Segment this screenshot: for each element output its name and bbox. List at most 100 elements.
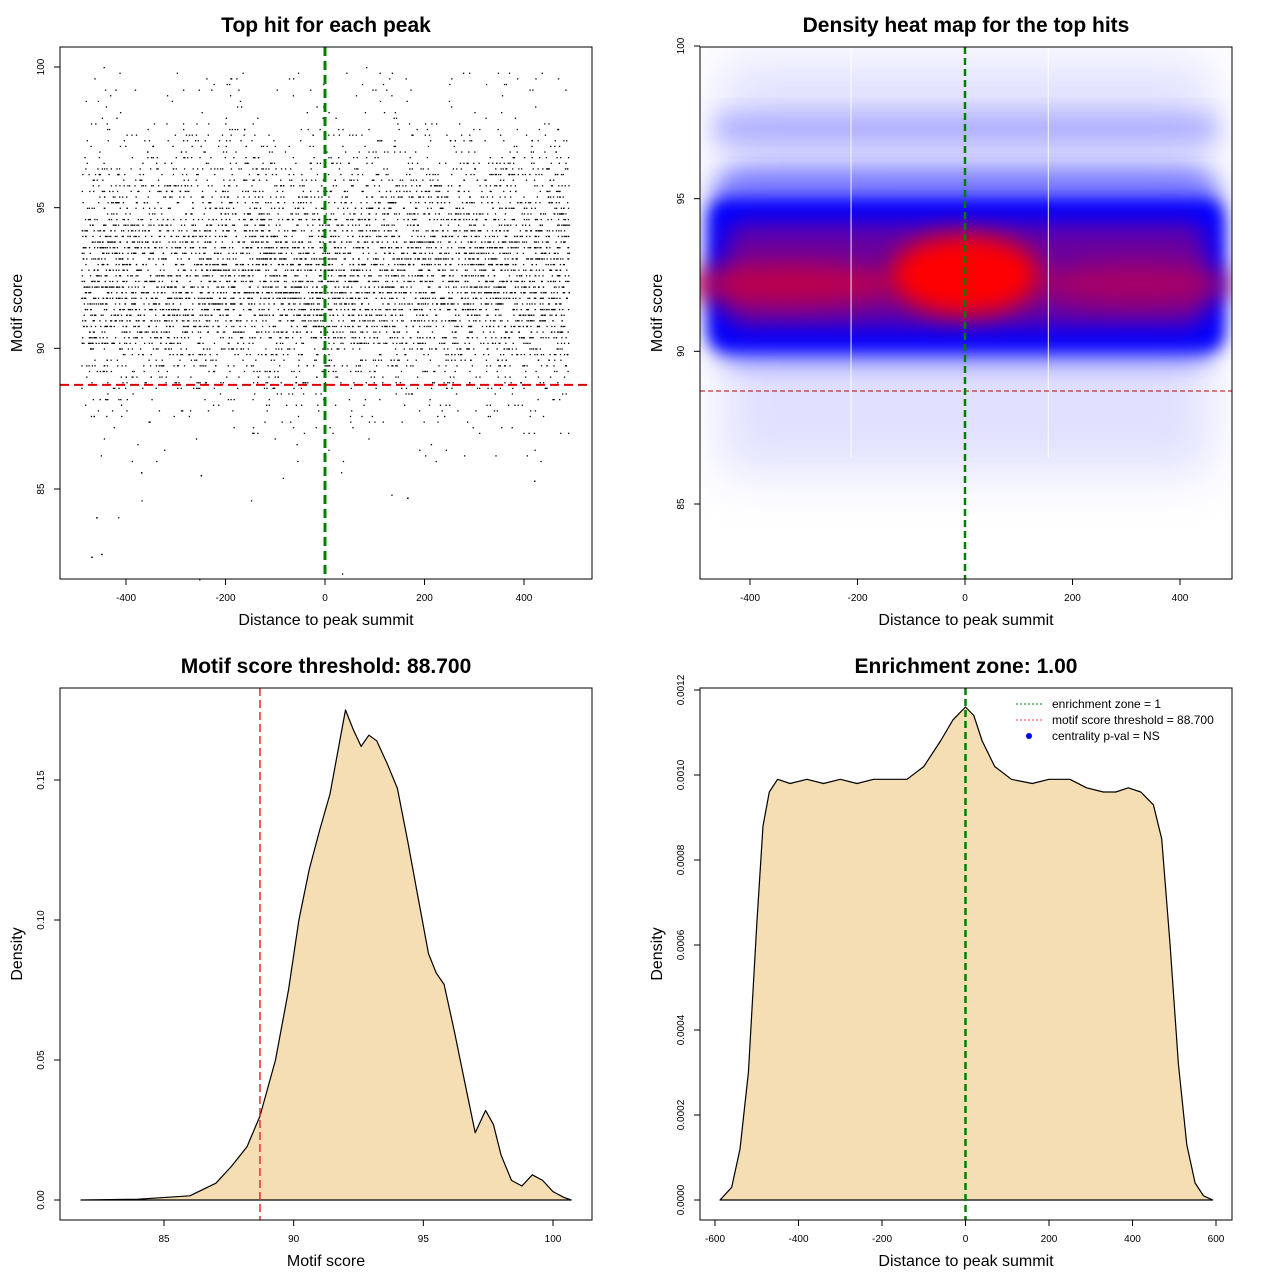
- scatter-point: [522, 325, 525, 328]
- scatter-point: [404, 263, 406, 266]
- scatter-point: [544, 292, 546, 294]
- scatter-point: [246, 224, 248, 226]
- scatter-point: [440, 297, 443, 299]
- scatter-point: [330, 235, 332, 238]
- scatter-point: [371, 207, 374, 209]
- scatter-point: [440, 247, 443, 249]
- scatter-point: [88, 342, 91, 345]
- scatter-point: [313, 303, 315, 305]
- scatter-point: [383, 320, 385, 322]
- scatter-point: [298, 196, 300, 198]
- scatter-point: [492, 325, 495, 328]
- scatter-point: [172, 303, 175, 305]
- scatter-point: [243, 179, 245, 181]
- scatter-point: [217, 258, 219, 260]
- scatter-point: [555, 353, 557, 356]
- scatter-point: [184, 241, 187, 243]
- scatter-point: [103, 348, 106, 350]
- scatter-point: [242, 72, 244, 74]
- scatter-point: [498, 365, 500, 367]
- scatter-point: [376, 241, 378, 243]
- scatter-point: [298, 247, 300, 249]
- scatter-point: [430, 292, 433, 294]
- scatter-point: [318, 308, 320, 311]
- scatter-point: [487, 241, 489, 243]
- scatter-point: [309, 241, 312, 243]
- scatter-point: [298, 241, 301, 243]
- scatter-point: [89, 252, 91, 254]
- scatter-point: [291, 286, 293, 288]
- scatter-point: [275, 173, 277, 176]
- scatter-point: [386, 292, 389, 294]
- scatter-point: [162, 263, 164, 266]
- scatter-point: [362, 235, 364, 238]
- scatter-point: [418, 320, 421, 322]
- scatter-point: [101, 190, 103, 193]
- scatter-point: [427, 207, 429, 209]
- scatter-point: [288, 393, 290, 395]
- scatter-point: [435, 185, 437, 187]
- scatter-point: [300, 218, 303, 221]
- scatter-point: [271, 275, 273, 277]
- scatter-point: [394, 140, 396, 142]
- scatter-point: [143, 303, 145, 305]
- scatter-point: [391, 95, 393, 97]
- scatter-point: [284, 168, 287, 170]
- scatter-point: [127, 218, 129, 221]
- scatter-point: [175, 280, 178, 283]
- scatter-point: [317, 196, 320, 198]
- scatter-point: [204, 140, 206, 142]
- scatter-point: [385, 173, 387, 176]
- scatter-point: [350, 218, 352, 221]
- scatter-point: [551, 185, 554, 187]
- scatter-point: [426, 241, 428, 243]
- scatter-point: [530, 247, 532, 249]
- scatter-point: [559, 398, 561, 401]
- scatter-point: [553, 353, 556, 356]
- scatter-point: [542, 337, 544, 339]
- scatter-point: [162, 224, 164, 226]
- scatter-point: [374, 370, 376, 373]
- scatter-point: [480, 263, 482, 266]
- scatter-point: [178, 297, 181, 299]
- scatter-point: [133, 235, 135, 238]
- scatter-point: [142, 263, 144, 266]
- scatter-point: [513, 247, 515, 249]
- scatter-point: [291, 218, 294, 221]
- scatter-point: [513, 292, 516, 294]
- scatter-point: [473, 286, 475, 288]
- scatter-point: [225, 123, 227, 125]
- scatter-point: [485, 292, 488, 294]
- scatter-point: [423, 325, 426, 328]
- scatter-point: [486, 230, 489, 232]
- scatter-point: [137, 443, 139, 446]
- scatter-point: [500, 297, 502, 299]
- scatter-point: [122, 280, 124, 283]
- scatter-point: [499, 162, 501, 164]
- scatter-point: [521, 280, 523, 283]
- scatter-point: [415, 202, 417, 204]
- scatter-point: [499, 303, 501, 305]
- scatter-point: [91, 286, 94, 288]
- scatter-point: [550, 308, 553, 311]
- scatter-point: [118, 202, 120, 204]
- scatter-point: [426, 190, 428, 193]
- scatter-point: [549, 376, 552, 378]
- scatter-point: [260, 224, 262, 226]
- scatter-point: [545, 292, 547, 294]
- scatter-point: [172, 314, 174, 316]
- scatter-point: [358, 241, 360, 243]
- scatter-point: [478, 263, 480, 266]
- scatter-point: [554, 303, 557, 305]
- scatter-point: [468, 348, 470, 350]
- scatter-point: [516, 252, 518, 254]
- scatter-point: [567, 168, 569, 170]
- scatter-point: [118, 269, 120, 271]
- scatter-point: [191, 247, 194, 249]
- scatter-point: [565, 89, 567, 91]
- scatter-point: [127, 235, 129, 238]
- scatter-point: [249, 213, 251, 215]
- scatter-point: [465, 252, 468, 254]
- scatter-point: [347, 218, 349, 221]
